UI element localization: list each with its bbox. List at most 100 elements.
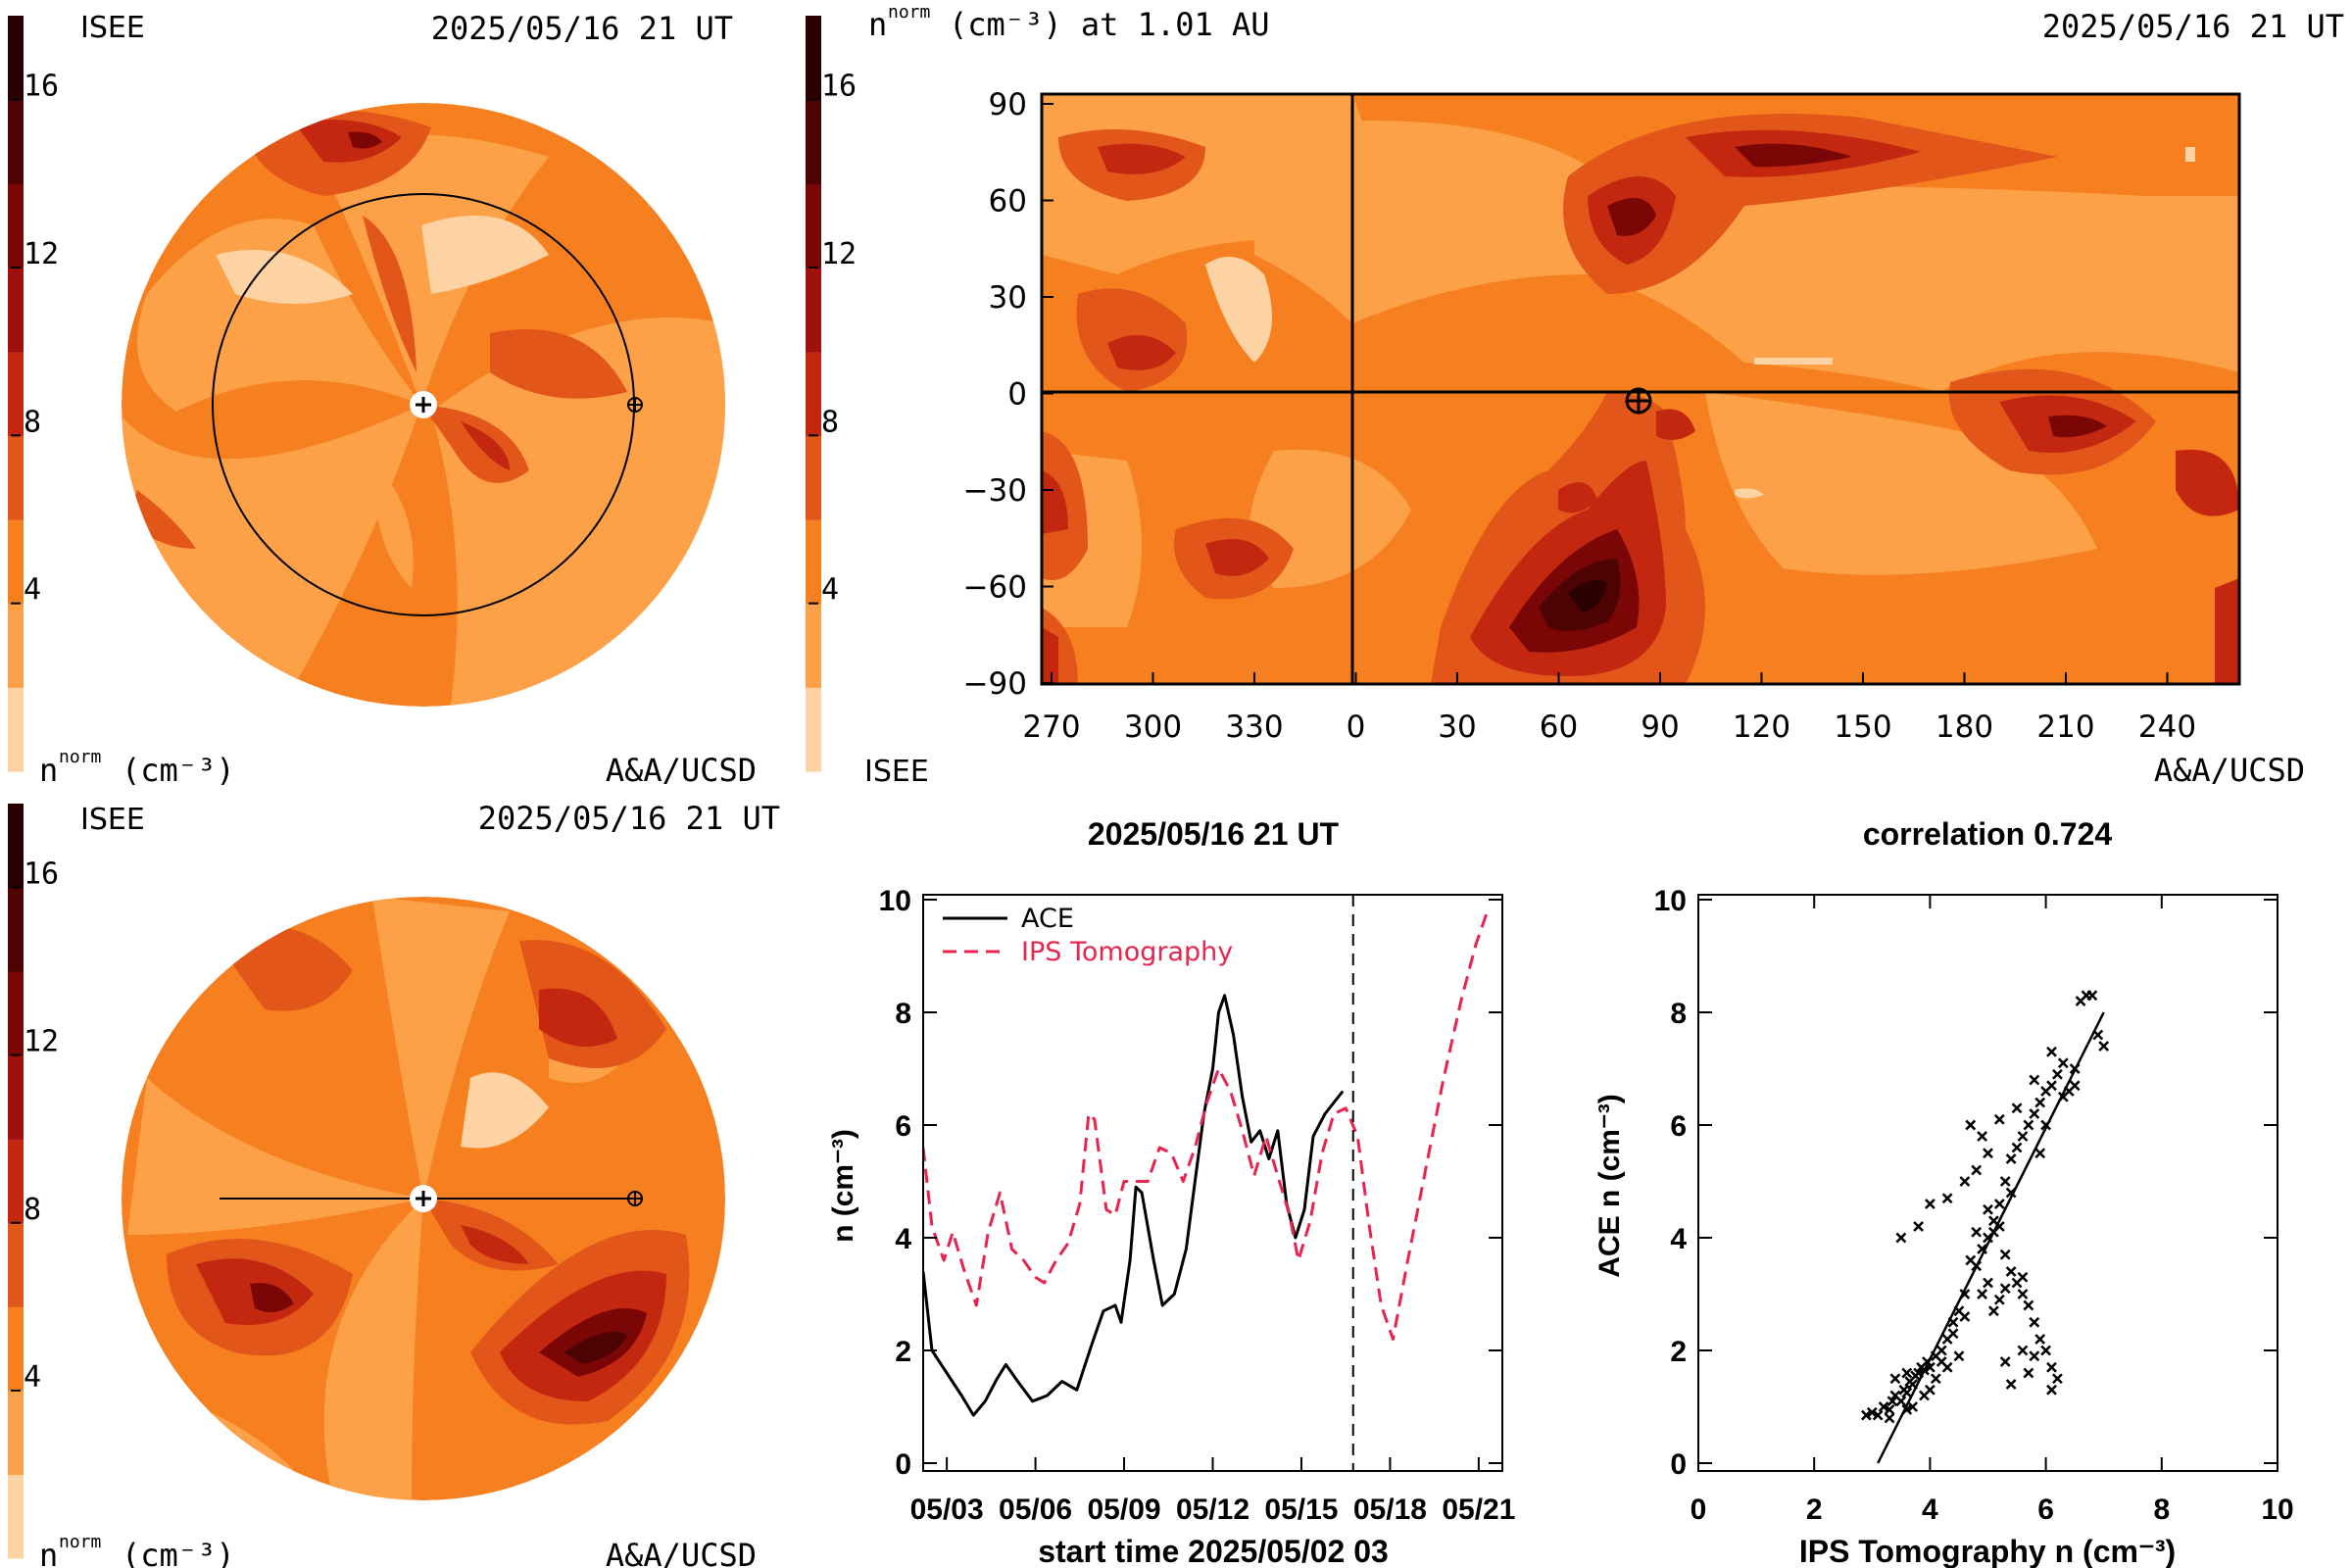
legend-ips-label: IPS Tomography (1021, 937, 1233, 967)
colorbar-unit-topleft: n norm (cm⁻³) (39, 747, 235, 789)
scatter-point (1860, 1409, 1872, 1421)
scatter-point (2046, 1046, 2057, 1057)
ts-xtick-label: 05/06 (999, 1494, 1072, 1526)
ts-xtick-label: 05/21 (1442, 1494, 1515, 1526)
scatter-point (1993, 1294, 2005, 1305)
colorbar-tick-label: 8 (821, 405, 839, 439)
scatter-title: correlation 0.724 (1863, 816, 2113, 852)
map-xtick-label: 0 (1347, 710, 1366, 745)
colorbar-swatch (8, 603, 24, 688)
scatter-xlabel: IPS Tomography n (cm⁻³) (1799, 1534, 2176, 1568)
scatter-point (2029, 1350, 2040, 1362)
unit-sup: norm (59, 1532, 101, 1552)
source-label-map: ISEE (864, 755, 929, 789)
scatter-point (1977, 1131, 1988, 1142)
credit-label-topleft: A&A/UCSD (606, 752, 757, 789)
datetime-label-map: 2025/05/16 21 UT (2042, 8, 2344, 45)
map-xtick-label: 150 (1834, 710, 1891, 745)
scatter-point (2046, 1384, 2057, 1396)
unit-n: n (39, 1537, 58, 1568)
sun-cross-icon (416, 1191, 431, 1206)
scatter-point (1999, 1176, 2011, 1187)
colorbar-swatch (8, 887, 24, 972)
sun-cross-icon (416, 397, 431, 413)
scatter-point (1895, 1232, 1907, 1244)
scatter-point (2052, 1068, 2063, 1080)
scatter-point (2017, 1345, 2029, 1356)
ts-xtick-label: 05/18 (1353, 1494, 1427, 1526)
colorbar-tick-label: 12 (24, 237, 59, 271)
scatter-point (1959, 1311, 1971, 1322)
scatter-points (1860, 990, 2110, 1464)
scatter-point (2017, 1289, 2029, 1299)
legend-ace-label: ACE (1021, 904, 1074, 934)
colorbar-tick-label: 4 (821, 573, 839, 608)
timeseries-frame (922, 894, 1503, 1472)
scatter-point (2017, 1271, 2029, 1283)
colorbar-tick-label: 12 (24, 1025, 59, 1059)
scatter-point (2034, 1334, 2046, 1345)
scatter-point (2011, 1142, 2023, 1153)
colorbar-swatch (8, 1139, 24, 1224)
scatter-point (1987, 1305, 1999, 1317)
colorbar-tick-label: 4 (24, 573, 41, 608)
scatter-point (1878, 1401, 1889, 1412)
scatter-point (2011, 1102, 2023, 1114)
sc-xtick-label: 4 (1922, 1494, 1938, 1526)
colorbar-swatch (806, 687, 821, 772)
scatter-point (1866, 1406, 1878, 1418)
sc-xtick-label: 8 (2153, 1494, 2170, 1526)
sc-xtick-label: 6 (2037, 1494, 2054, 1526)
map-xtick-label: 300 (1124, 710, 1182, 745)
scatter-point (1936, 1356, 1947, 1367)
map-xtick-label: 90 (1641, 710, 1679, 745)
unit-sup: norm (59, 747, 101, 767)
ts-ytick-label: 0 (895, 1448, 911, 1481)
colorbar-swatch (806, 519, 821, 605)
scatter-point (1884, 1412, 1895, 1424)
map-xtick-label: 330 (1225, 710, 1283, 745)
timeseries-lines (923, 895, 1490, 1471)
colorbar-swatch (8, 16, 24, 101)
map-title-n: n (868, 6, 887, 43)
scatter-point (1924, 1199, 1936, 1209)
scatter-point (1993, 1221, 2005, 1232)
ts-ytick-label: 8 (895, 998, 911, 1030)
scatter-point (2005, 1153, 2017, 1164)
colorbar-map: 4 8 12 16 (806, 16, 857, 772)
fit-line (1877, 1011, 2105, 1464)
sc-ytick-label: 4 (1670, 1223, 1687, 1255)
colorbar-swatch (8, 519, 24, 605)
scatter-point (1907, 1401, 1919, 1412)
scatter-ylabel: ACE n (cm⁻³) (1593, 1094, 1626, 1278)
ts-ytick-label: 2 (895, 1336, 911, 1368)
scatter-point (1872, 1409, 1884, 1421)
scatter-point (2057, 1057, 2069, 1069)
sc-ytick-label: 8 (1670, 998, 1687, 1030)
colorbar-tick-label: 16 (821, 70, 857, 104)
timeseries-legend: ACE IPS Tomography (943, 904, 1233, 967)
scatter-point (2005, 1266, 2017, 1277)
scatter-point (1977, 1289, 1988, 1299)
earth-marker-map (1625, 387, 1652, 415)
scatter-point (1959, 1176, 1971, 1187)
colorbar-tick-label: 12 (821, 237, 857, 271)
credit-label-map: A&A/UCSD (2154, 752, 2305, 789)
colorbar-swatch (8, 1306, 24, 1392)
scatter-point (2086, 990, 2098, 1002)
sc-xtick-label: 2 (1806, 1494, 1823, 1526)
map-ytick-label: −30 (963, 473, 1027, 509)
scatter-point (1999, 1249, 2011, 1260)
map-ytick-label: 90 (989, 87, 1027, 122)
scatter-frame (1697, 894, 2278, 1472)
scatter-point (1999, 1283, 2011, 1295)
scatter-point (2023, 1299, 2034, 1311)
colorbar-swatch (8, 1054, 24, 1140)
scatter-point (1919, 1390, 1930, 1401)
colorbar-tick-label: 8 (24, 1193, 41, 1227)
map-xtick-label: 270 (1022, 710, 1080, 745)
colorbar-swatch (8, 268, 24, 353)
colorbar-swatch (8, 1474, 24, 1559)
scatter-point (1977, 1244, 1988, 1254)
timeseries-axes: 0 2 4 6 8 10 05/03 05/06 05/09 05/12 05/15 05/18 05/… (879, 885, 1516, 1526)
